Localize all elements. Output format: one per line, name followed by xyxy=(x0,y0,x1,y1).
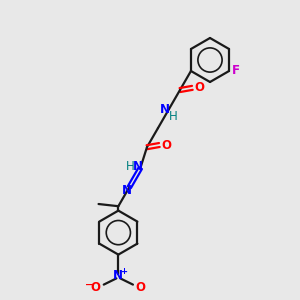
Text: F: F xyxy=(232,64,240,77)
Text: H: H xyxy=(169,110,177,123)
Text: O: O xyxy=(194,81,204,94)
Text: +: + xyxy=(120,267,127,276)
Text: O: O xyxy=(135,281,145,294)
Text: N: N xyxy=(160,103,170,116)
Text: N: N xyxy=(133,160,143,172)
Text: H: H xyxy=(126,160,135,172)
Text: N: N xyxy=(113,269,123,282)
Text: N: N xyxy=(122,184,132,197)
Text: O: O xyxy=(91,281,101,294)
Text: O: O xyxy=(161,139,171,152)
Text: −: − xyxy=(85,280,93,290)
